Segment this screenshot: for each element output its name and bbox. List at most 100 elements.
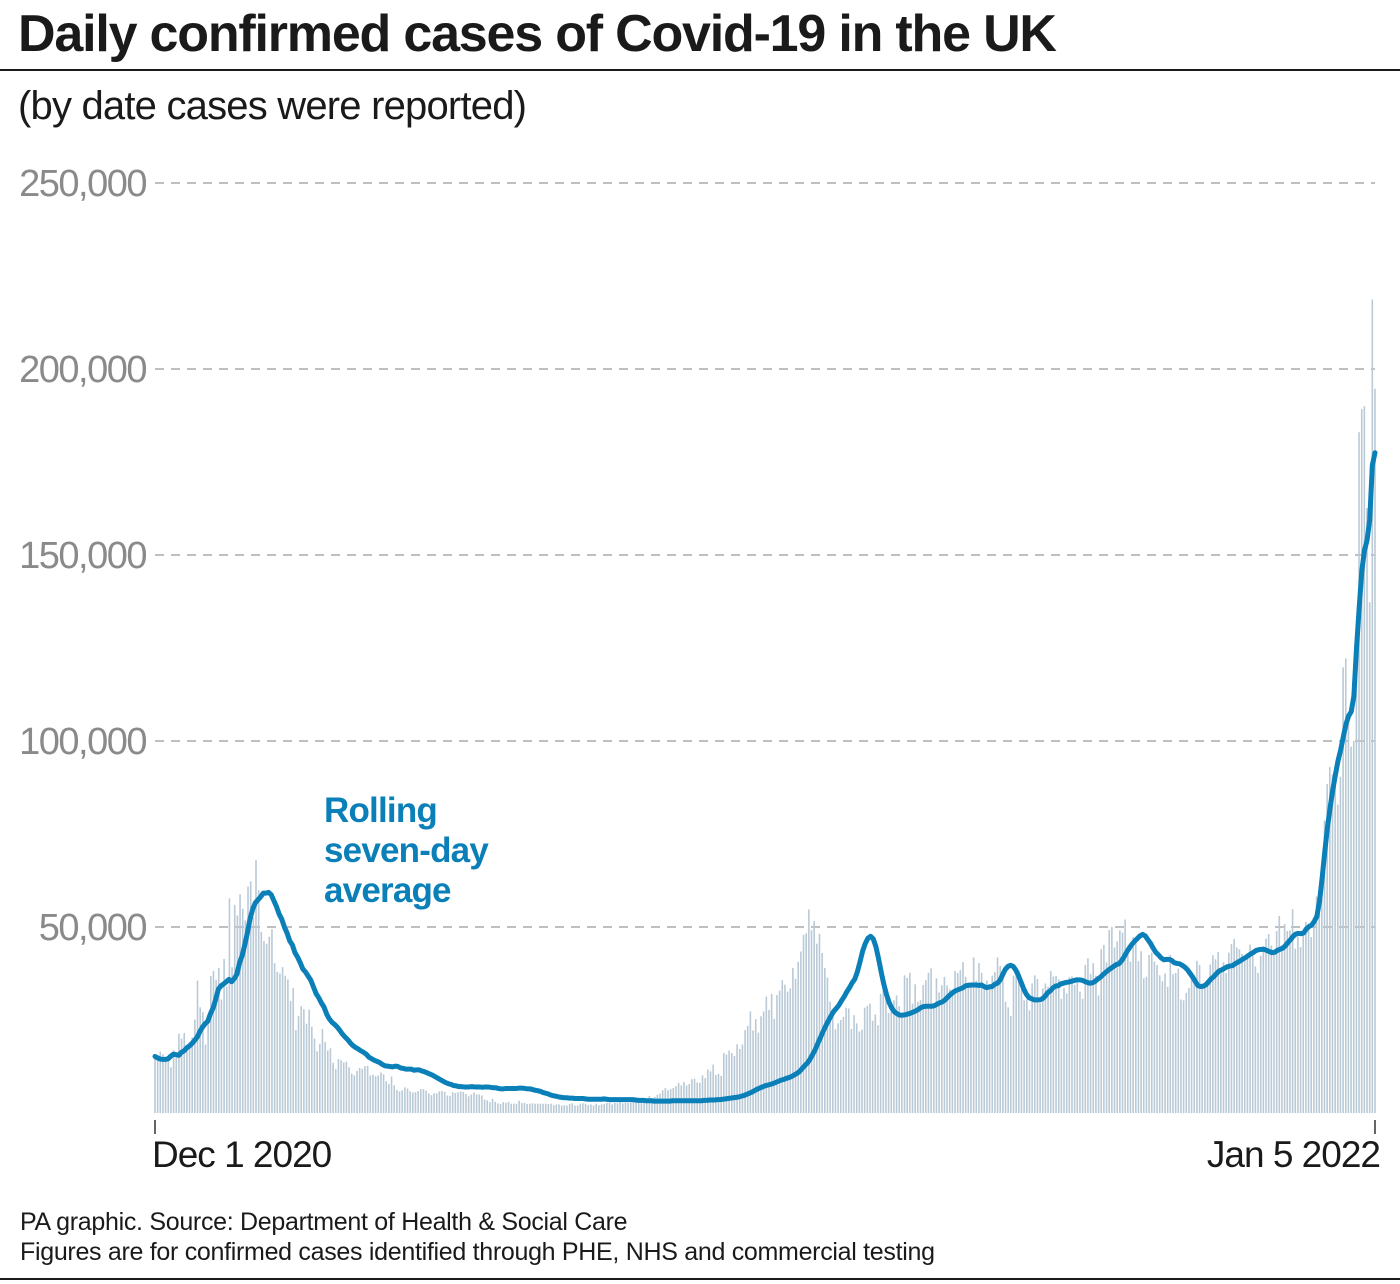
daily-case-bar xyxy=(465,1094,467,1113)
daily-case-bar xyxy=(353,1075,356,1113)
daily-case-bar xyxy=(1331,774,1334,1113)
daily-case-bar xyxy=(518,1100,520,1113)
daily-case-bar xyxy=(590,1104,592,1113)
daily-case-bar xyxy=(699,1082,701,1113)
daily-case-bar xyxy=(473,1092,475,1113)
daily-case-bar xyxy=(225,986,228,1113)
daily-case-bar xyxy=(1297,936,1299,1113)
daily-case-bar xyxy=(946,985,948,1113)
daily-case-bar xyxy=(364,1066,366,1113)
annotation-line: Rolling xyxy=(324,791,437,830)
daily-case-bar xyxy=(263,941,265,1113)
daily-case-bar xyxy=(470,1094,473,1113)
daily-case-bar xyxy=(1286,931,1289,1113)
daily-case-bar xyxy=(1087,958,1089,1113)
daily-case-bar xyxy=(1177,968,1180,1113)
daily-case-bar xyxy=(733,1056,736,1113)
daily-case-bar xyxy=(481,1095,483,1113)
annotation-line: average xyxy=(324,871,451,910)
daily-case-bar xyxy=(1209,964,1211,1113)
daily-case-bar xyxy=(441,1091,443,1113)
daily-case-bar xyxy=(1007,1007,1009,1113)
daily-case-bar xyxy=(180,1038,183,1113)
daily-case-bar xyxy=(1052,976,1055,1113)
daily-case-bar xyxy=(996,957,999,1113)
daily-case-bar xyxy=(1315,896,1318,1113)
daily-case-bar xyxy=(233,905,236,1113)
daily-case-bar xyxy=(385,1081,388,1113)
daily-case-bar xyxy=(329,1048,332,1113)
daily-case-bar xyxy=(374,1076,377,1113)
daily-case-bar xyxy=(853,1015,855,1113)
daily-case-bar xyxy=(1318,891,1320,1113)
daily-case-bar xyxy=(903,975,906,1113)
title-rule xyxy=(0,69,1400,71)
daily-case-bar xyxy=(451,1092,454,1113)
daily-case-bar xyxy=(356,1070,358,1113)
daily-case-bar xyxy=(1307,923,1310,1113)
daily-case-bar xyxy=(154,1057,156,1113)
daily-case-bar xyxy=(999,966,1002,1113)
daily-case-bar xyxy=(281,967,284,1113)
daily-case-bar xyxy=(427,1093,430,1113)
daily-case-bar xyxy=(1283,924,1286,1113)
daily-case-bar xyxy=(552,1105,555,1113)
daily-case-bar xyxy=(1121,932,1124,1113)
daily-case-bar xyxy=(311,1026,313,1113)
daily-case-bar xyxy=(388,1083,390,1113)
daily-case-bar xyxy=(566,1105,568,1113)
daily-case-bar xyxy=(855,1023,858,1113)
daily-case-bar xyxy=(877,1025,879,1113)
daily-case-bar xyxy=(303,1009,305,1113)
seven-day-average-line-path xyxy=(152,450,1378,1104)
daily-case-bar xyxy=(874,1014,877,1113)
daily-case-bar xyxy=(1265,938,1267,1113)
daily-case-bar xyxy=(1310,937,1312,1113)
daily-case-bar xyxy=(927,972,930,1113)
daily-case-bar xyxy=(983,984,986,1113)
daily-case-bar xyxy=(1079,991,1081,1113)
daily-case-bar xyxy=(382,1074,385,1113)
daily-case-bar xyxy=(284,975,287,1113)
daily-case-bar xyxy=(412,1092,414,1113)
daily-case-bar xyxy=(1057,979,1060,1113)
daily-case-bar xyxy=(622,1103,624,1113)
daily-case-bar xyxy=(396,1089,398,1113)
daily-case-bar xyxy=(784,984,786,1113)
daily-case-bar xyxy=(1249,944,1251,1113)
daily-case-bar xyxy=(167,1059,170,1113)
daily-case-bar xyxy=(1124,919,1126,1113)
annotation-line: seven-day xyxy=(324,831,489,870)
daily-case-bar xyxy=(276,972,279,1113)
daily-case-bar xyxy=(810,930,813,1113)
daily-case-bar xyxy=(677,1082,680,1113)
daily-case-bar xyxy=(611,1104,613,1113)
daily-case-bar xyxy=(321,1028,324,1113)
daily-case-bar xyxy=(255,860,257,1113)
daily-case-bar xyxy=(210,976,212,1113)
daily-case-bar xyxy=(869,1003,871,1113)
daily-case-bar xyxy=(1113,947,1116,1113)
daily-case-bar xyxy=(422,1089,425,1113)
daily-case-bar xyxy=(560,1105,563,1113)
daily-case-bar xyxy=(1153,961,1156,1113)
daily-case-bar xyxy=(550,1103,552,1113)
daily-case-bar xyxy=(746,1025,749,1113)
daily-case-bar xyxy=(332,1062,334,1113)
daily-case-bar xyxy=(1129,961,1132,1113)
y-tick-label: 150,000 xyxy=(19,535,146,577)
daily-case-bar xyxy=(629,1102,632,1113)
daily-case-bar xyxy=(1360,409,1363,1113)
footer-rule xyxy=(0,1278,1400,1280)
daily-case-bar xyxy=(1068,977,1071,1113)
daily-case-bar xyxy=(223,958,225,1113)
daily-case-bar xyxy=(651,1098,653,1113)
daily-case-bar xyxy=(1350,746,1352,1113)
daily-case-bar xyxy=(956,973,959,1113)
daily-case-bar xyxy=(765,996,768,1113)
daily-case-bar xyxy=(271,929,273,1113)
daily-case-bar xyxy=(1041,988,1044,1113)
daily-case-bar xyxy=(497,1103,499,1113)
daily-case-bar xyxy=(938,992,940,1113)
daily-case-bar xyxy=(435,1093,438,1113)
